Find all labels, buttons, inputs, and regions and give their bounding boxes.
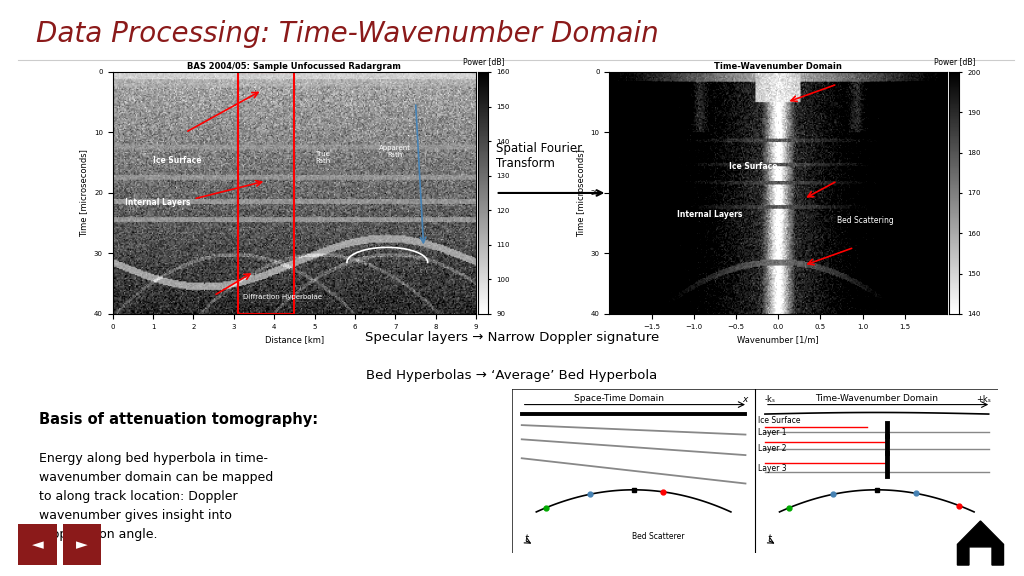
Text: x: x bbox=[742, 395, 748, 404]
Text: t: t bbox=[767, 534, 771, 544]
Text: True
Path: True Path bbox=[315, 151, 331, 164]
Title: BAS 2004/05: Sample Unfocussed Radargram: BAS 2004/05: Sample Unfocussed Radargram bbox=[187, 62, 401, 71]
Text: Ice Surface: Ice Surface bbox=[153, 156, 202, 165]
Text: Bed Hyperbolas → ‘Average’ Bed Hyperbola: Bed Hyperbolas → ‘Average’ Bed Hyperbola bbox=[367, 369, 657, 382]
Text: Time-Wavenumber Domain: Time-Wavenumber Domain bbox=[815, 393, 938, 403]
Text: Spatial Fourier
Transform: Spatial Fourier Transform bbox=[496, 142, 582, 169]
Text: t: t bbox=[524, 534, 528, 544]
Text: ►: ► bbox=[76, 537, 88, 552]
Text: Ice Surface: Ice Surface bbox=[758, 416, 800, 425]
Text: Apparent
Path: Apparent Path bbox=[379, 145, 412, 158]
Text: Energy along bed hyperbola in time-
wavenumber domain can be mapped
to along tra: Energy along bed hyperbola in time- wave… bbox=[39, 452, 273, 541]
X-axis label: Wavenumber [1/m]: Wavenumber [1/m] bbox=[737, 335, 819, 344]
Text: Power [dB]: Power [dB] bbox=[463, 57, 504, 66]
Text: Layer 1: Layer 1 bbox=[758, 427, 786, 437]
Text: Ice Surface: Ice Surface bbox=[729, 162, 777, 170]
Y-axis label: Time [microseconds]: Time [microseconds] bbox=[577, 149, 585, 237]
Text: +kₛ: +kₛ bbox=[976, 395, 991, 404]
Polygon shape bbox=[957, 521, 1004, 565]
Text: -kₛ: -kₛ bbox=[765, 395, 776, 404]
Text: Diffraction Hyperbolae: Diffraction Hyperbolae bbox=[243, 294, 322, 300]
Y-axis label: Time [microseconds]: Time [microseconds] bbox=[80, 149, 88, 237]
Text: ◄: ◄ bbox=[32, 537, 44, 552]
Text: Layer 2: Layer 2 bbox=[758, 444, 786, 453]
Text: Data Processing: Time-Wavenumber Domain: Data Processing: Time-Wavenumber Domain bbox=[36, 20, 658, 48]
Text: Internal Layers: Internal Layers bbox=[677, 210, 742, 219]
FancyBboxPatch shape bbox=[18, 524, 57, 565]
Text: Power [dB]: Power [dB] bbox=[934, 57, 975, 66]
Text: Bed Scattering: Bed Scattering bbox=[838, 216, 894, 225]
Text: Bed Scatterer: Bed Scatterer bbox=[632, 532, 684, 541]
Text: Specular layers → Narrow Doppler signature: Specular layers → Narrow Doppler signatu… bbox=[365, 331, 659, 344]
Bar bbox=[238, 72, 295, 314]
Text: Layer 3: Layer 3 bbox=[758, 464, 786, 473]
Text: Space-Time Domain: Space-Time Domain bbox=[574, 393, 664, 403]
X-axis label: Distance [km]: Distance [km] bbox=[265, 335, 324, 344]
Text: Basis of attenuation tomography:: Basis of attenuation tomography: bbox=[39, 412, 318, 427]
Text: Internal Layers: Internal Layers bbox=[125, 198, 190, 207]
FancyBboxPatch shape bbox=[62, 524, 101, 565]
Title: Time-Wavenumber Domain: Time-Wavenumber Domain bbox=[715, 62, 842, 71]
